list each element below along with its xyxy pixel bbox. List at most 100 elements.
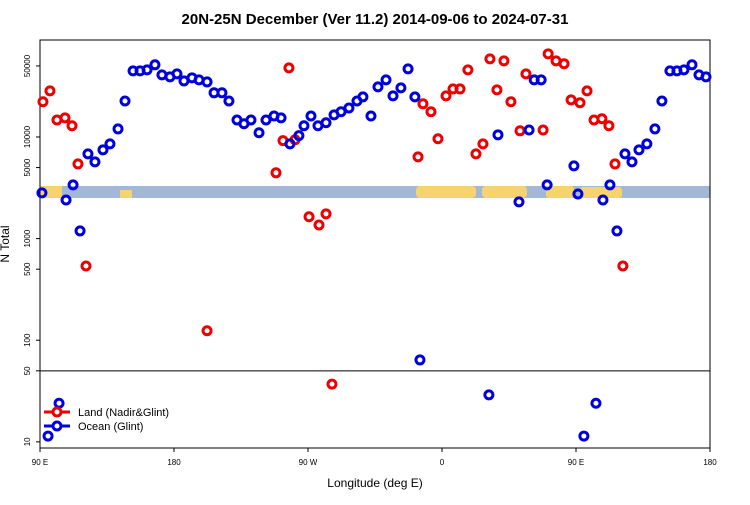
point xyxy=(505,96,517,108)
point xyxy=(82,148,94,160)
point xyxy=(141,64,153,76)
point xyxy=(171,68,183,80)
point xyxy=(541,179,553,191)
x-axis-label: Longitude (deg E) xyxy=(327,476,422,490)
point xyxy=(462,64,474,76)
x-tick-label: 90 E xyxy=(32,458,48,467)
point xyxy=(89,156,101,168)
point xyxy=(565,94,577,106)
point xyxy=(372,81,384,93)
point xyxy=(119,95,131,107)
point xyxy=(59,112,71,124)
point xyxy=(414,354,426,366)
point xyxy=(440,90,452,102)
point xyxy=(649,123,661,135)
point xyxy=(678,64,690,76)
point xyxy=(611,225,623,237)
point xyxy=(409,91,421,103)
y-tick-label: 10 xyxy=(23,437,32,446)
point xyxy=(37,96,49,108)
x-tick-label: 180 xyxy=(703,458,717,467)
point xyxy=(326,378,338,390)
point xyxy=(283,62,295,74)
point xyxy=(484,53,496,65)
point xyxy=(53,397,65,409)
point xyxy=(432,133,444,145)
point xyxy=(284,138,296,150)
point xyxy=(387,90,399,102)
point xyxy=(535,74,547,86)
point xyxy=(104,138,116,150)
point xyxy=(498,55,510,67)
point xyxy=(201,76,213,88)
point xyxy=(365,110,377,122)
x-tick-label: 180 xyxy=(167,458,181,467)
point xyxy=(298,120,310,132)
point xyxy=(483,389,495,401)
point xyxy=(558,58,570,70)
point xyxy=(60,194,72,206)
point xyxy=(513,196,525,208)
point xyxy=(578,430,590,442)
point xyxy=(293,130,305,142)
legend-marker xyxy=(51,420,63,432)
point xyxy=(223,95,235,107)
point xyxy=(523,124,535,136)
point xyxy=(609,158,621,170)
point xyxy=(700,71,712,83)
y-tick-label: 50 xyxy=(23,366,32,375)
point xyxy=(260,114,272,126)
point xyxy=(97,144,109,156)
y-tick-label: 10000 xyxy=(23,125,32,148)
point xyxy=(201,325,213,337)
point xyxy=(619,148,631,160)
point xyxy=(572,188,584,200)
point xyxy=(303,211,315,223)
point xyxy=(112,123,124,135)
point xyxy=(245,114,257,126)
point xyxy=(604,179,616,191)
point xyxy=(641,138,653,150)
legend-marker xyxy=(51,406,63,418)
point xyxy=(568,160,580,172)
point xyxy=(417,98,429,110)
point xyxy=(454,83,466,95)
point xyxy=(633,144,645,156)
map-strip xyxy=(40,186,710,198)
point xyxy=(66,120,78,132)
point xyxy=(491,84,503,96)
point xyxy=(597,194,609,206)
point xyxy=(590,397,602,409)
point xyxy=(395,82,407,94)
x-tick-label: 90 E xyxy=(568,458,584,467)
point xyxy=(44,85,56,97)
legend-label: Ocean (Glint) xyxy=(78,421,143,433)
point xyxy=(470,148,482,160)
y-tick-label: 500 xyxy=(23,262,32,276)
point xyxy=(656,95,668,107)
point xyxy=(42,430,54,442)
point xyxy=(270,167,282,179)
point xyxy=(253,127,265,139)
point xyxy=(305,110,317,122)
point xyxy=(80,260,92,272)
point xyxy=(537,124,549,136)
point xyxy=(357,91,369,103)
point xyxy=(72,158,84,170)
point xyxy=(36,187,48,199)
y-tick-label: 5000 xyxy=(23,158,32,176)
point xyxy=(520,68,532,80)
legend-label: Land (Nadir&Glint) xyxy=(78,407,169,419)
chart-title: 20N-25N December (Ver 11.2) 2014-09-06 t… xyxy=(182,11,569,28)
y-axis-label: N Total xyxy=(0,225,12,262)
point xyxy=(67,179,79,191)
point xyxy=(514,125,526,137)
x-tick-label: 90 W xyxy=(299,458,318,467)
y-tick-label: 1000 xyxy=(23,229,32,247)
point xyxy=(603,120,615,132)
point xyxy=(380,74,392,86)
point xyxy=(477,138,489,150)
plot-frame xyxy=(39,39,711,449)
y-tick-label: 50000 xyxy=(23,54,32,77)
